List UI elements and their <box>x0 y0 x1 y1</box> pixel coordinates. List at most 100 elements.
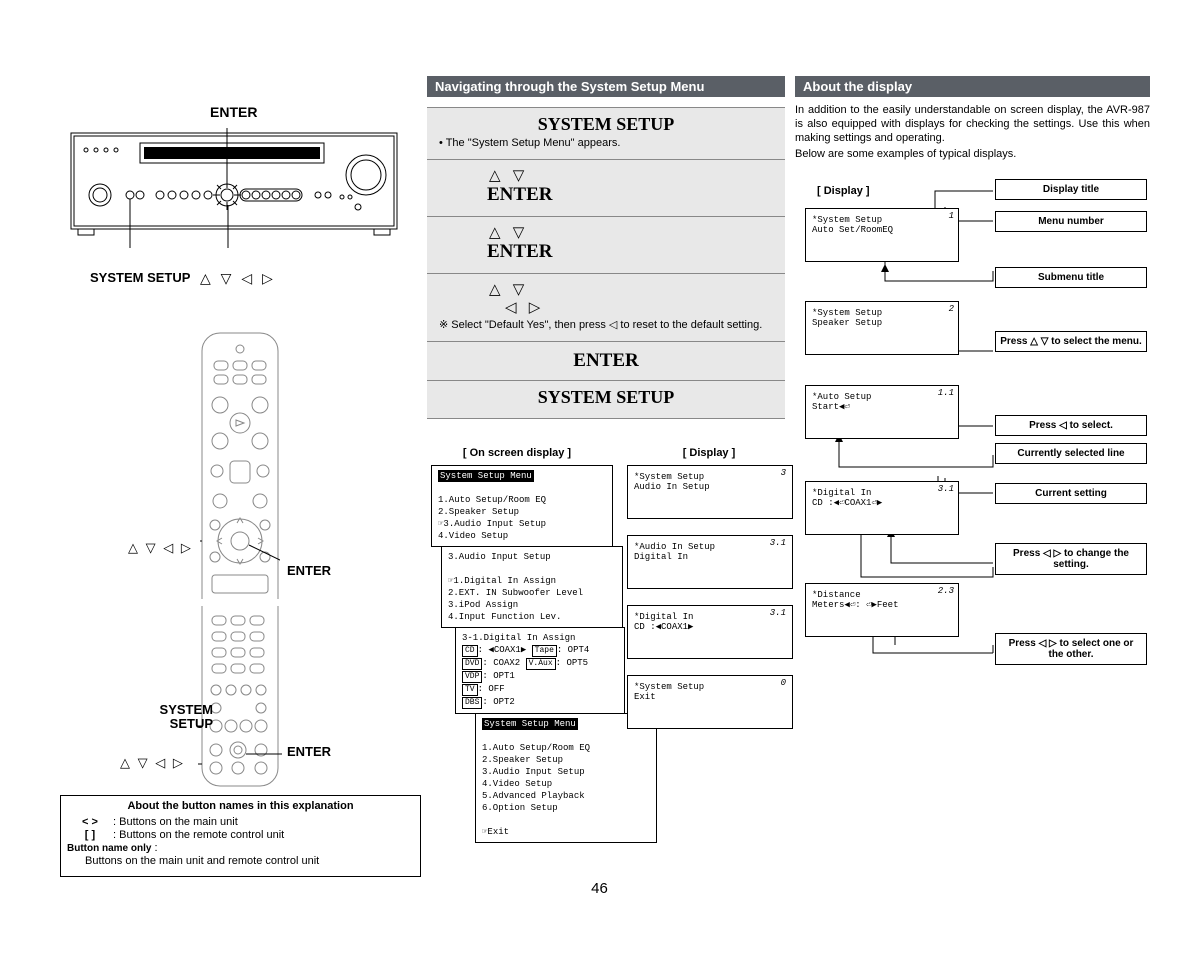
osd4-title: System Setup Menu <box>482 718 578 730</box>
rd1l2: Auto Set/RoomEQ <box>812 225 893 235</box>
tag-5: Press ◁ to select. <box>995 415 1147 436</box>
step-3: △ ▽ ENTER <box>427 216 785 273</box>
step-1: SYSTEM SETUP • The "System Setup Menu" a… <box>427 107 785 159</box>
rd5l2: Meters◀⏎: ⏎▶Feet <box>812 600 898 610</box>
osd-box-4: System Setup Menu 1.Auto Setup/Room EQ 2… <box>475 713 657 843</box>
dsp4l2: Exit <box>634 692 656 702</box>
osd4-l2: 2.Speaker Setup <box>482 755 563 765</box>
step4-tri: △ ▽ <box>427 274 785 298</box>
sym-angle: < > <box>67 816 113 828</box>
dsp-box-4: 0 *System Setup Exit <box>627 675 793 729</box>
dsp-box-2: 3.1 *Audio In Setup Digital In <box>627 535 793 589</box>
dsp2l2: Digital In <box>634 552 688 562</box>
about-display-p1: In addition to the easily understandable… <box>795 103 1150 145</box>
dsp4l1: *System Setup <box>634 682 704 692</box>
dsp1l2: Audio In Setup <box>634 482 710 492</box>
step-4: △ ▽ ◁ ▷ ※ Select "Default Yes", then pre… <box>427 273 785 341</box>
dsp-box-1: 3 *System Setup Audio In Setup <box>627 465 793 519</box>
remote-bottom-diagram <box>198 606 282 792</box>
rd2n: 2 <box>949 304 954 314</box>
osd2-l3: 3.iPod Assign <box>448 600 518 610</box>
osd1-l4: 4.Video Setup <box>438 531 508 541</box>
rd5l1: *Distance <box>812 590 861 600</box>
step1-b: • The "System Setup Menu" appears. <box>427 135 785 159</box>
o3r3a: VDP <box>462 671 482 683</box>
o3r1a: CD <box>462 645 478 657</box>
dsp3l1: *Digital In <box>634 612 693 622</box>
osd2-title: 3.Audio Input Setup <box>448 552 551 562</box>
osd-section-label: [ On screen display ] <box>427 447 607 459</box>
dsp2l1: *Audio In Setup <box>634 542 715 552</box>
step4-b: ※ Select "Default Yes", then press ◁ to … <box>427 316 785 341</box>
step-2: △ ▽ ENTER <box>427 159 785 216</box>
tag-6: Currently selected line <box>995 443 1147 464</box>
o3r2c: V.Aux <box>526 658 556 670</box>
o3r2a: DVD <box>462 658 482 670</box>
enter-label-remote1: ENTER <box>287 563 331 578</box>
osd3-title: 3-1.Digital In Assign <box>462 633 575 643</box>
txt-both: Buttons on the main unit and remote cont… <box>85 855 414 867</box>
system-setup-label-2: SYSTEMSETUP <box>145 703 213 731</box>
step-6: SYSTEM SETUP <box>427 380 785 419</box>
dsp1n: 3 <box>781 468 786 478</box>
remote-top-diagram <box>200 331 280 599</box>
rdsp-2: 2 *System Setup Speaker Setup <box>805 301 959 355</box>
osd4-l6: 6.Option Setup <box>482 803 558 813</box>
rdsp-5: 2.3 *Distance Meters◀⏎: ⏎▶Feet <box>805 583 959 637</box>
osd-box-3: 3-1.Digital In Assign CD: ◀COAX1▶ Tape: … <box>455 627 625 714</box>
dsp-box-3: 3.1 *Digital In CD :◀COAX1▶ <box>627 605 793 659</box>
tag-8: Press ◁ ▷ to change the setting. <box>995 543 1147 575</box>
txt-angle: : Buttons on the main unit <box>113 816 238 828</box>
about-display-bar: About the display <box>795 76 1150 97</box>
tag-9: Press ◁ ▷ to select one or the other. <box>995 633 1147 665</box>
rdsp-4: 3.1 *Digital In CD :◀⏎COAX1⏎▶ <box>805 481 959 535</box>
dsp4n: 0 <box>781 678 786 688</box>
system-setup-label: SYSTEM SETUP <box>90 270 190 285</box>
rd2l2: Speaker Setup <box>812 318 882 328</box>
o3r2b: : COAX2 <box>482 658 520 668</box>
rdsp-1: 1 *System Setup Auto Set/RoomEQ <box>805 208 959 262</box>
sym-bracket: [ ] <box>67 829 113 841</box>
o3r5b: : OPT2 <box>482 697 514 707</box>
dsp1l1: *System Setup <box>634 472 704 482</box>
osd1-title: System Setup Menu <box>438 470 534 482</box>
o3r4b: : OFF <box>478 684 505 694</box>
button-name-only: Button name only <box>67 843 151 854</box>
o3r1d: : OPT4 <box>557 645 589 655</box>
about-button-names-box: About the button names in this explanati… <box>60 795 421 877</box>
osd4-l3: 3.Audio Input Setup <box>482 767 585 777</box>
osd1-l2: 2.Speaker Setup <box>438 507 519 517</box>
osd4-l5: 5.Advanced Playback <box>482 791 585 801</box>
rd5n: 2.3 <box>938 586 954 596</box>
osd1-l3: ☞3.Audio Input Setup <box>438 519 546 529</box>
o3r5a: DBS <box>462 697 482 709</box>
osd2-l1: ☞1.Digital In Assign <box>448 576 556 586</box>
step3-tri: △ ▽ <box>427 217 785 241</box>
rdsp-3: 1.1 *Auto Setup Start◀⏎ <box>805 385 959 439</box>
step3-ent: ENTER <box>427 241 785 273</box>
tag-2: Menu number <box>995 211 1147 232</box>
osd4-l4: 4.Video Setup <box>482 779 552 789</box>
arrows-label-remote1: △ ▽ ◁ ▷ <box>128 540 193 556</box>
tag-3: Submenu title <box>995 267 1147 288</box>
enter-label-top: ENTER <box>210 104 257 120</box>
osd4-l1: 1.Auto Setup/Room EQ <box>482 743 590 753</box>
rd1n: 1 <box>949 211 954 221</box>
rd4l1: *Digital In <box>812 488 871 498</box>
enter-label-remote2: ENTER <box>287 744 331 759</box>
osd4-ex: ☞Exit <box>482 827 509 837</box>
o3r1b: : ◀COAX1▶ <box>478 645 527 655</box>
osd1-l1: 1.Auto Setup/Room EQ <box>438 495 546 505</box>
page-number: 46 <box>0 880 1199 897</box>
osd2-l4: 4.Input Function Lev. <box>448 612 561 622</box>
tag-7: Current setting <box>995 483 1147 504</box>
step5-ent: ENTER <box>427 342 785 380</box>
osd-box-1: System Setup Menu 1.Auto Setup/Room EQ 2… <box>431 465 613 547</box>
step2-ent: ENTER <box>427 184 785 216</box>
o3r3b: : OPT1 <box>482 671 514 681</box>
rd4n: 3.1 <box>938 484 954 494</box>
tag-1: Display title <box>995 179 1147 200</box>
step2-tri: △ ▽ <box>427 160 785 184</box>
dsp-section-label: [ Display ] <box>627 447 791 459</box>
step6-h: SYSTEM SETUP <box>427 381 785 418</box>
